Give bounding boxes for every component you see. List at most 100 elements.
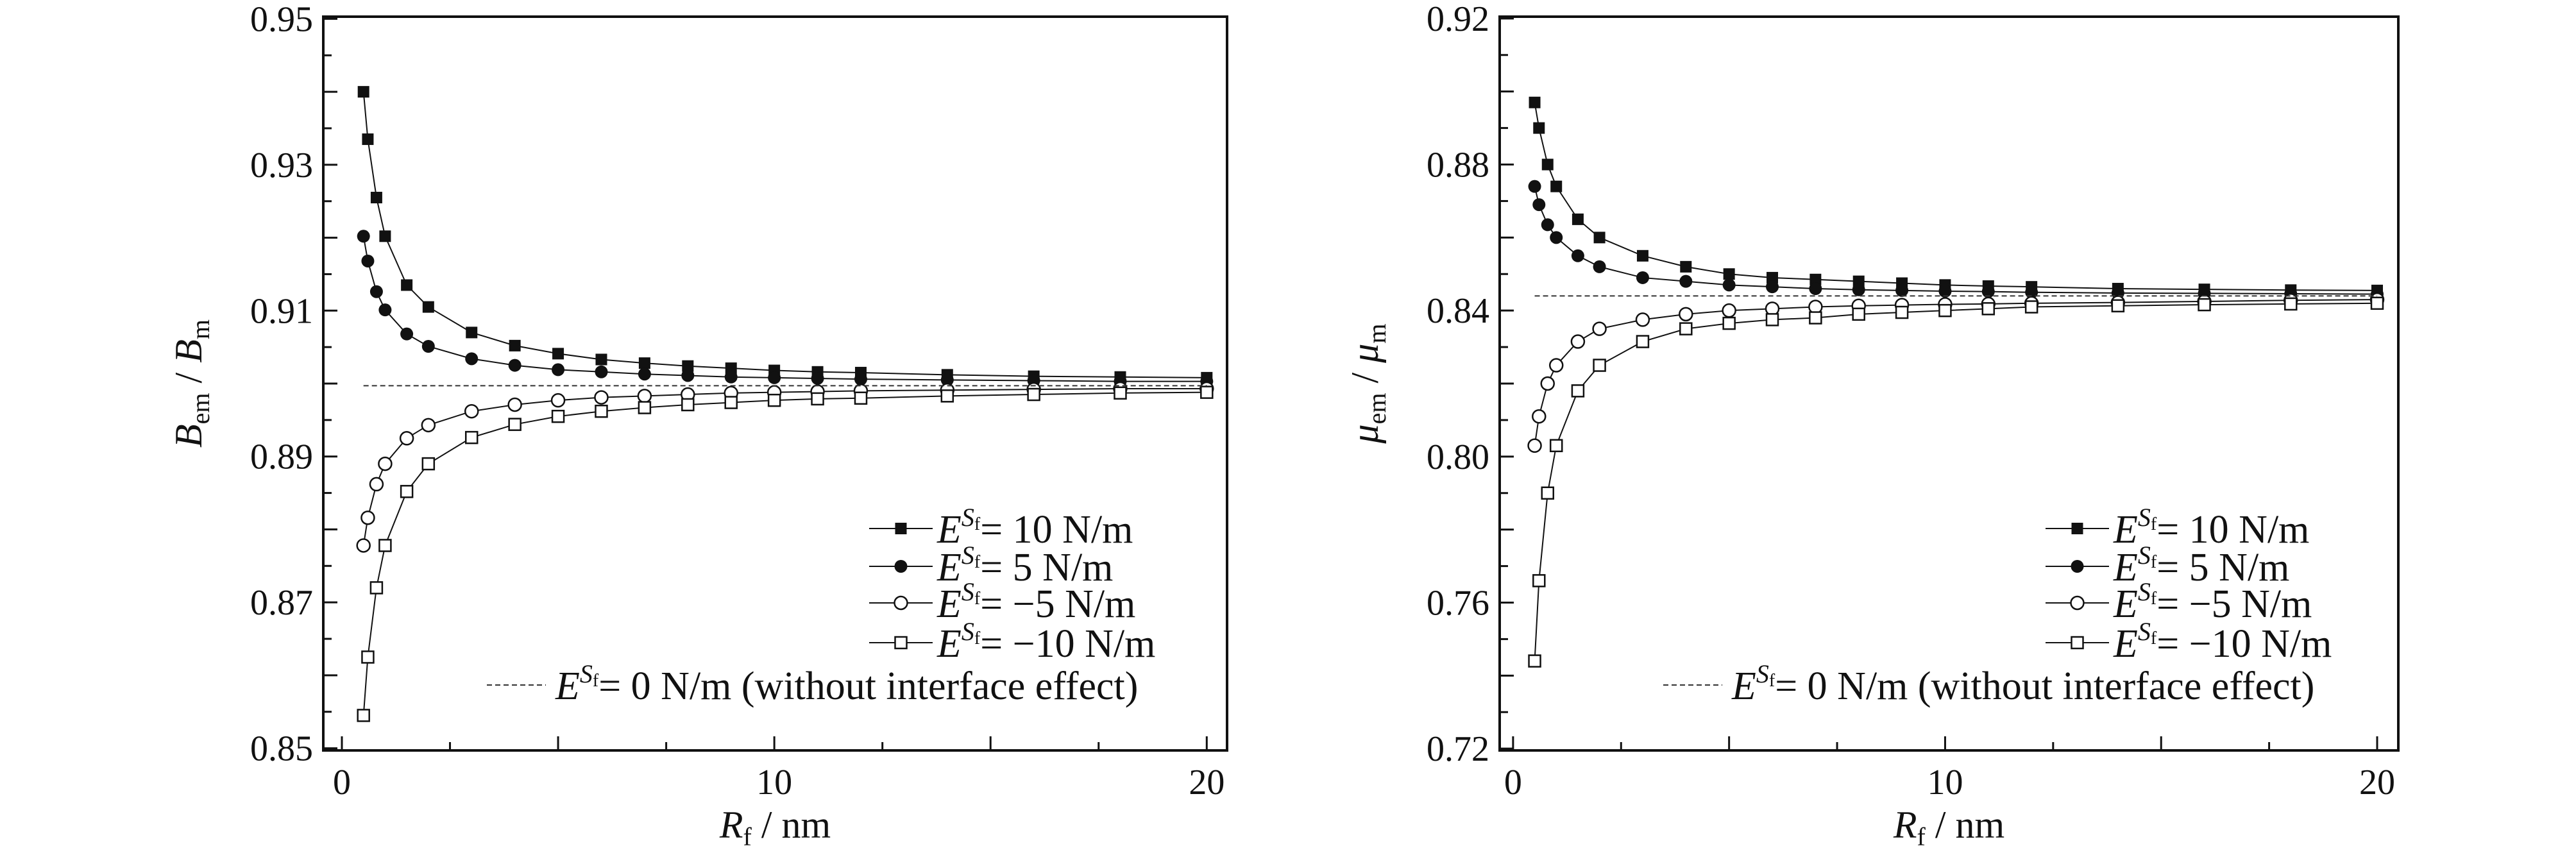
data-point [682,360,694,372]
data-point [1114,386,1127,400]
legend-marker [894,560,908,573]
x-axis-symbol: R [1893,804,1917,846]
data-point [1723,268,1735,280]
legend-symbol-sup: S [2138,617,2151,646]
data-point [370,192,382,204]
legend-item: ESf= −10 N/m [2046,617,2332,666]
series-circle-open [1527,292,2385,453]
data-point [369,285,383,298]
data-point [724,370,738,384]
legend-value: = 5 N/m [980,546,1113,589]
data-point [1571,384,1585,398]
data-point [550,393,566,408]
data-point [1541,218,1554,232]
data-point [1527,438,1542,453]
data-point [1938,303,1952,317]
data-point [369,581,384,595]
data-point [1895,305,1909,319]
legend-value: = −5 N/m [980,582,1135,626]
data-point [552,348,564,360]
data-point [1722,303,1736,318]
data-point [399,431,414,446]
data-point [1529,96,1541,108]
legend-value: = −5 N/m [2157,582,2312,626]
legend-label: ESf= 10 N/m [2113,503,2309,552]
data-point [1550,180,1563,192]
x-axis-unit: / nm [1926,804,2004,846]
data-point [421,457,436,471]
y-axis-subscript-2: m [186,319,215,339]
series-circle-open [356,381,1214,553]
x-tick-label: 20 [2359,763,2395,802]
legend-symbol-sup: S [1756,659,1769,688]
series-square-open [1528,296,2384,668]
data-point [464,430,479,444]
legend-value: = −10 N/m [2157,622,2332,666]
legend-label: ESf= 5 N/m [936,541,1113,589]
data-point [1528,180,1541,193]
data-point [724,396,738,409]
x-tick-label: 10 [1927,763,1963,802]
x-axis-subscript: f [743,822,752,846]
legend-item: ESf= 0 N/m (without interface effect) [487,659,1138,708]
legend-symbol-supsub: f [2151,629,2157,648]
data-point [1549,439,1563,453]
y-tick-label: 0.93 [250,146,313,185]
legend-symbol-base: E [2113,622,2138,666]
legend-label: ESf= 0 N/m (without interface effect) [555,659,1138,708]
data-point [940,373,954,387]
chart-bulk-modulus-ratio: 0 10 20 0.85 0.87 0.89 0.91 0.93 0.95 Rf / nm Bem … [167,0,1228,846]
legend-item: ESf= 10 N/m [2046,503,2309,552]
data-point [811,392,824,406]
legend-symbol-sup: S [2138,503,2151,532]
legend-label: ESf= 5 N/m [2113,541,2289,589]
data-point [1895,283,1909,297]
y-tick-label: 0.92 [1427,0,1489,39]
legend-label: ESf= −10 N/m [936,617,1155,666]
legend-symbol-supsub: f [974,589,981,609]
data-point [1548,358,1564,373]
x-axis-subscript: f [1917,822,1926,846]
data-point [1200,385,1214,399]
y-axis-subscript: em [186,393,215,424]
legend-symbol-supsub: f [593,671,599,691]
x-tick-label: 0 [1504,763,1522,802]
data-point [507,397,522,412]
y-tick-label: 0.89 [250,437,313,477]
data-point [2111,299,2125,313]
data-point [1533,122,1545,134]
legend-marker [2071,523,2083,534]
data-point [1722,278,1736,292]
data-point [1680,260,1692,273]
x-tick-label: 20 [1189,763,1224,802]
data-point [508,418,521,431]
y-axis-separator: / [1344,363,1386,393]
data-point [595,365,608,378]
data-point [360,510,375,525]
legend-symbol-base: E [1731,664,1756,708]
data-point [1981,302,1996,316]
data-point [1981,285,1995,298]
data-point [1532,574,1546,588]
data-point [1540,376,1555,391]
series-square-filled [1529,96,2383,296]
legend-item: ESf= 10 N/m [869,503,1133,552]
data-point [1636,250,1648,262]
data-point [552,363,565,376]
data-point [1592,321,1607,336]
legend-label: ESf= 0 N/m (without interface effect) [1731,659,2314,708]
data-point [378,303,392,317]
data-point [362,133,374,146]
data-point [465,352,479,366]
data-point [595,404,608,418]
data-point [2024,300,2038,314]
data-point [1570,334,1586,349]
data-point [1593,359,1606,372]
y-axis-symbol-2: μ [1344,344,1386,364]
series-square-open [357,385,1214,722]
data-point [1722,316,1736,330]
data-point [1809,311,1822,325]
series-line [362,391,1207,716]
legend-label: ESf= −10 N/m [2113,617,2332,666]
